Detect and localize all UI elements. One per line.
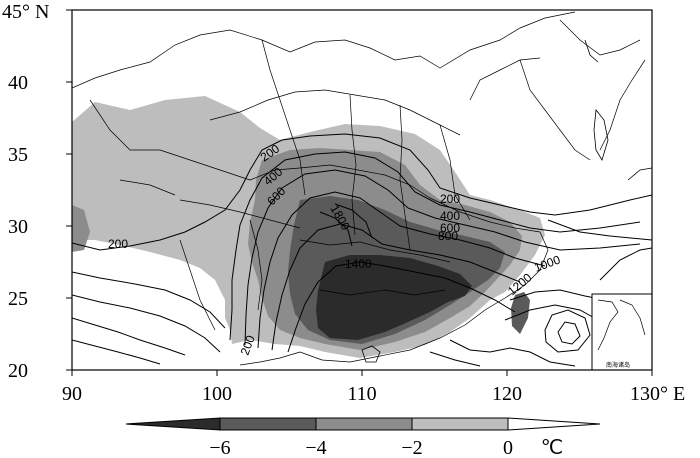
colorbar-label: −4 [305, 437, 326, 458]
lat-tick-label: 25 [8, 288, 28, 310]
shade-patch-west [72, 205, 90, 252]
lon-axis [71, 370, 653, 376]
admin-boundaries [72, 11, 646, 366]
lat-top-label: 45° N [2, 1, 49, 23]
south-china-sea-inset: 南海诸岛 [591, 293, 653, 371]
colorbar-segment [315, 417, 413, 431]
inset-label: 南海诸岛 [606, 361, 630, 369]
lat-tick-label: 35 [8, 144, 28, 166]
contour-lines [72, 133, 652, 367]
lon-tick-label: 90 [62, 383, 82, 405]
shade-patch-taiwan [511, 292, 530, 334]
coastline-islands [361, 39, 652, 363]
shade-level-6 [316, 255, 472, 340]
colorbar-segment [219, 417, 317, 431]
contour-label: 200 [108, 237, 128, 251]
lat-axis [66, 9, 72, 371]
colorbar-unit: ℃ [541, 437, 563, 458]
lon-end-label: 130° E [630, 383, 685, 405]
lat-tick-label: 20 [8, 360, 28, 382]
contour-label-group: 200 400 600 800 1000 1200 1400 1800 200 … [108, 141, 562, 357]
contour-label: 1400 [345, 257, 372, 271]
colorbar: −6 −4 −2 0 ℃ [125, 417, 601, 458]
colorbar-segment [411, 417, 509, 431]
lon-tick-label: 120 [492, 383, 522, 405]
contour-label: 800 [438, 229, 458, 243]
contour-label: 400 [440, 209, 460, 223]
lon-tick-label: 100 [202, 383, 232, 405]
contour-label: 200 [440, 192, 460, 206]
colorbar-label: −2 [401, 437, 422, 458]
lat-tick-label: 40 [8, 72, 28, 94]
colorbar-segment [125, 417, 221, 431]
contour-label: 600 [440, 221, 460, 235]
colorbar-label: 0 [503, 437, 513, 458]
lon-tick-label: 110 [347, 383, 376, 405]
lat-tick-label: 30 [8, 216, 28, 238]
contour-label: 200 [238, 333, 258, 357]
colorbar-label: −6 [209, 437, 230, 458]
colorbar-segment [507, 417, 601, 431]
